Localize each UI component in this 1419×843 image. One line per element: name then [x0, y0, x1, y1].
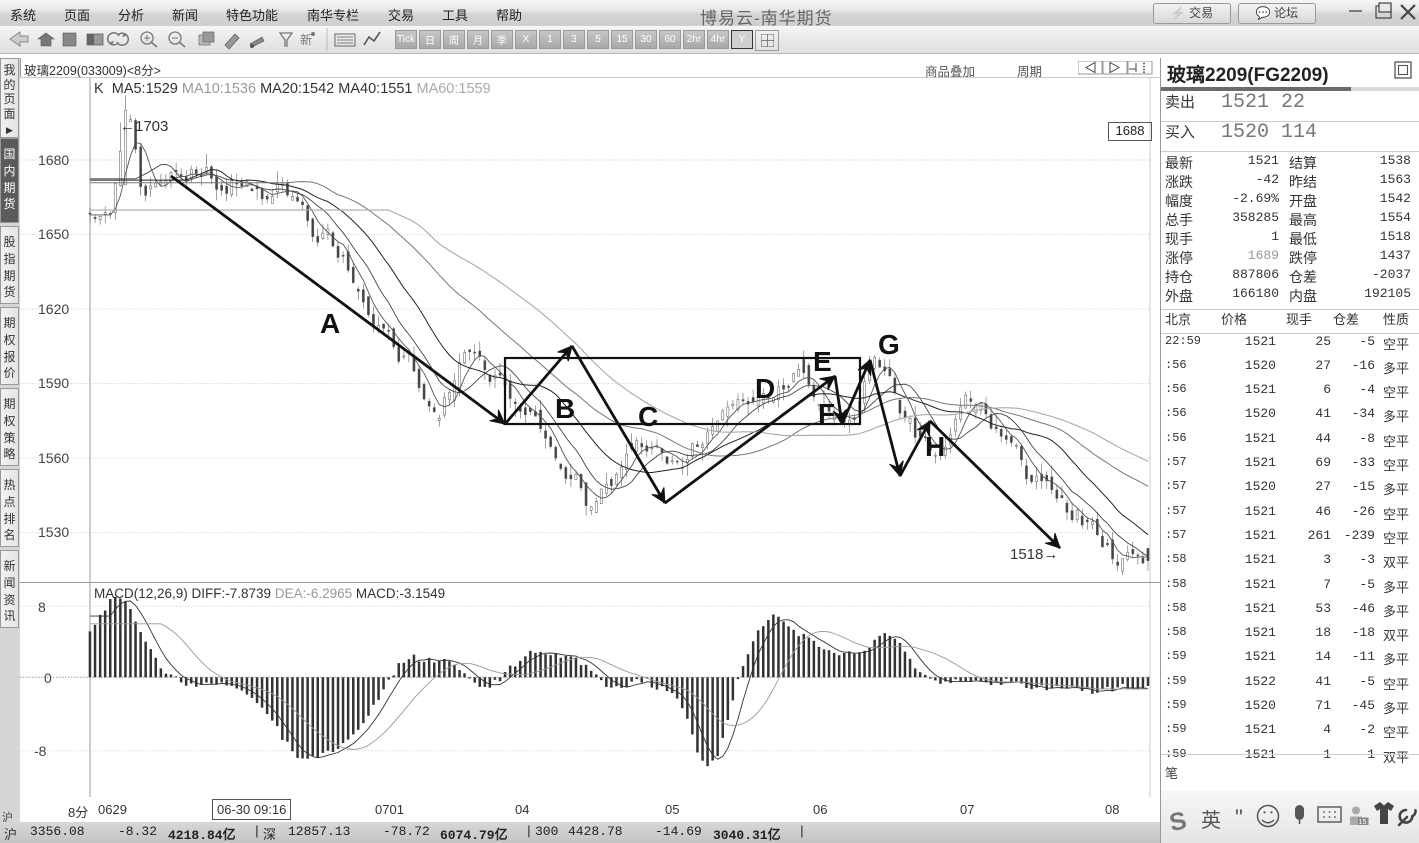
- svg-text:E: E: [813, 346, 832, 377]
- svg-text:15: 15: [1359, 817, 1367, 826]
- svg-text:G: G: [878, 329, 900, 360]
- svg-text:C: C: [638, 401, 658, 432]
- svg-text:S: S: [1167, 806, 1189, 837]
- svg-text:F: F: [818, 398, 835, 429]
- svg-text:英: 英: [1201, 809, 1221, 832]
- svg-text:新: 新: [300, 32, 312, 47]
- svg-text:": ": [1235, 805, 1243, 830]
- svg-text:B: B: [555, 393, 575, 424]
- svg-text:H: H: [925, 431, 945, 462]
- svg-text:A: A: [320, 308, 340, 339]
- svg-text:D: D: [755, 373, 775, 404]
